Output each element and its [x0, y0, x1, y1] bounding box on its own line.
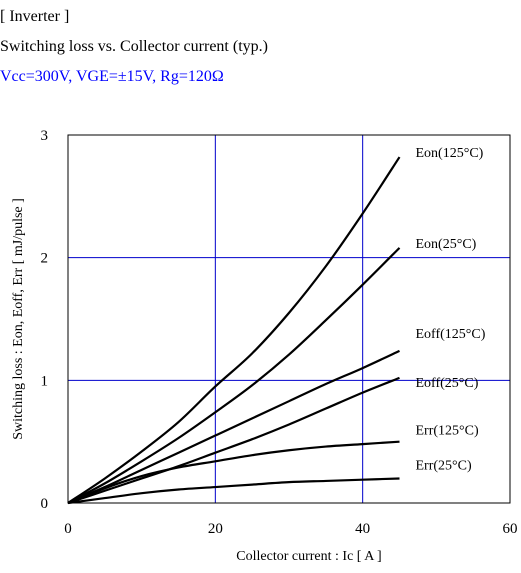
- series-label-err-125-c: Err(125°C): [416, 424, 479, 439]
- series-line-eoff-125-c: [67, 349, 400, 505]
- series-line-eoff-25-c: [67, 376, 400, 505]
- x-tick-label: 20: [208, 521, 223, 537]
- y-tick-label: 2: [41, 251, 49, 267]
- series-label-eon-125-c: Eon(125°C): [416, 146, 484, 161]
- series-line-err-25-c: [67, 477, 400, 505]
- x-tick-label: 40: [355, 521, 370, 537]
- y-tick-label: 3: [41, 128, 49, 144]
- chart-section-label: [ Inverter ]: [0, 8, 70, 25]
- y-axis-label: Switching loss : Eon, Eoff, Err [ mJ/pul…: [11, 198, 26, 440]
- series-label-eoff-25-c: Eoff(25°C): [416, 376, 479, 391]
- y-tick-label: 0: [41, 496, 49, 512]
- series-label-err-25-c: Err(25°C): [416, 458, 472, 473]
- y-tick-label: 1: [41, 373, 49, 389]
- series-line-err-125-c: [67, 440, 400, 505]
- x-tick-label: 0: [64, 521, 72, 537]
- series-line-eon-25-c: [67, 247, 401, 504]
- x-axis-label: Collector current : Ic [ A ]: [236, 549, 381, 564]
- chart-title: Switching loss vs. Collector current (ty…: [0, 38, 268, 55]
- plot-frame: [67, 134, 511, 504]
- series-label-eon-25-c: Eon(25°C): [416, 237, 477, 252]
- chart-conditions: Vcc=300V, VGE=±15V, Rg=120Ω: [0, 68, 224, 85]
- x-tick-label: 60: [503, 521, 518, 537]
- series-label-eoff-125-c: Eoff(125°C): [416, 327, 486, 342]
- series-line-eon-125-c: [67, 156, 401, 504]
